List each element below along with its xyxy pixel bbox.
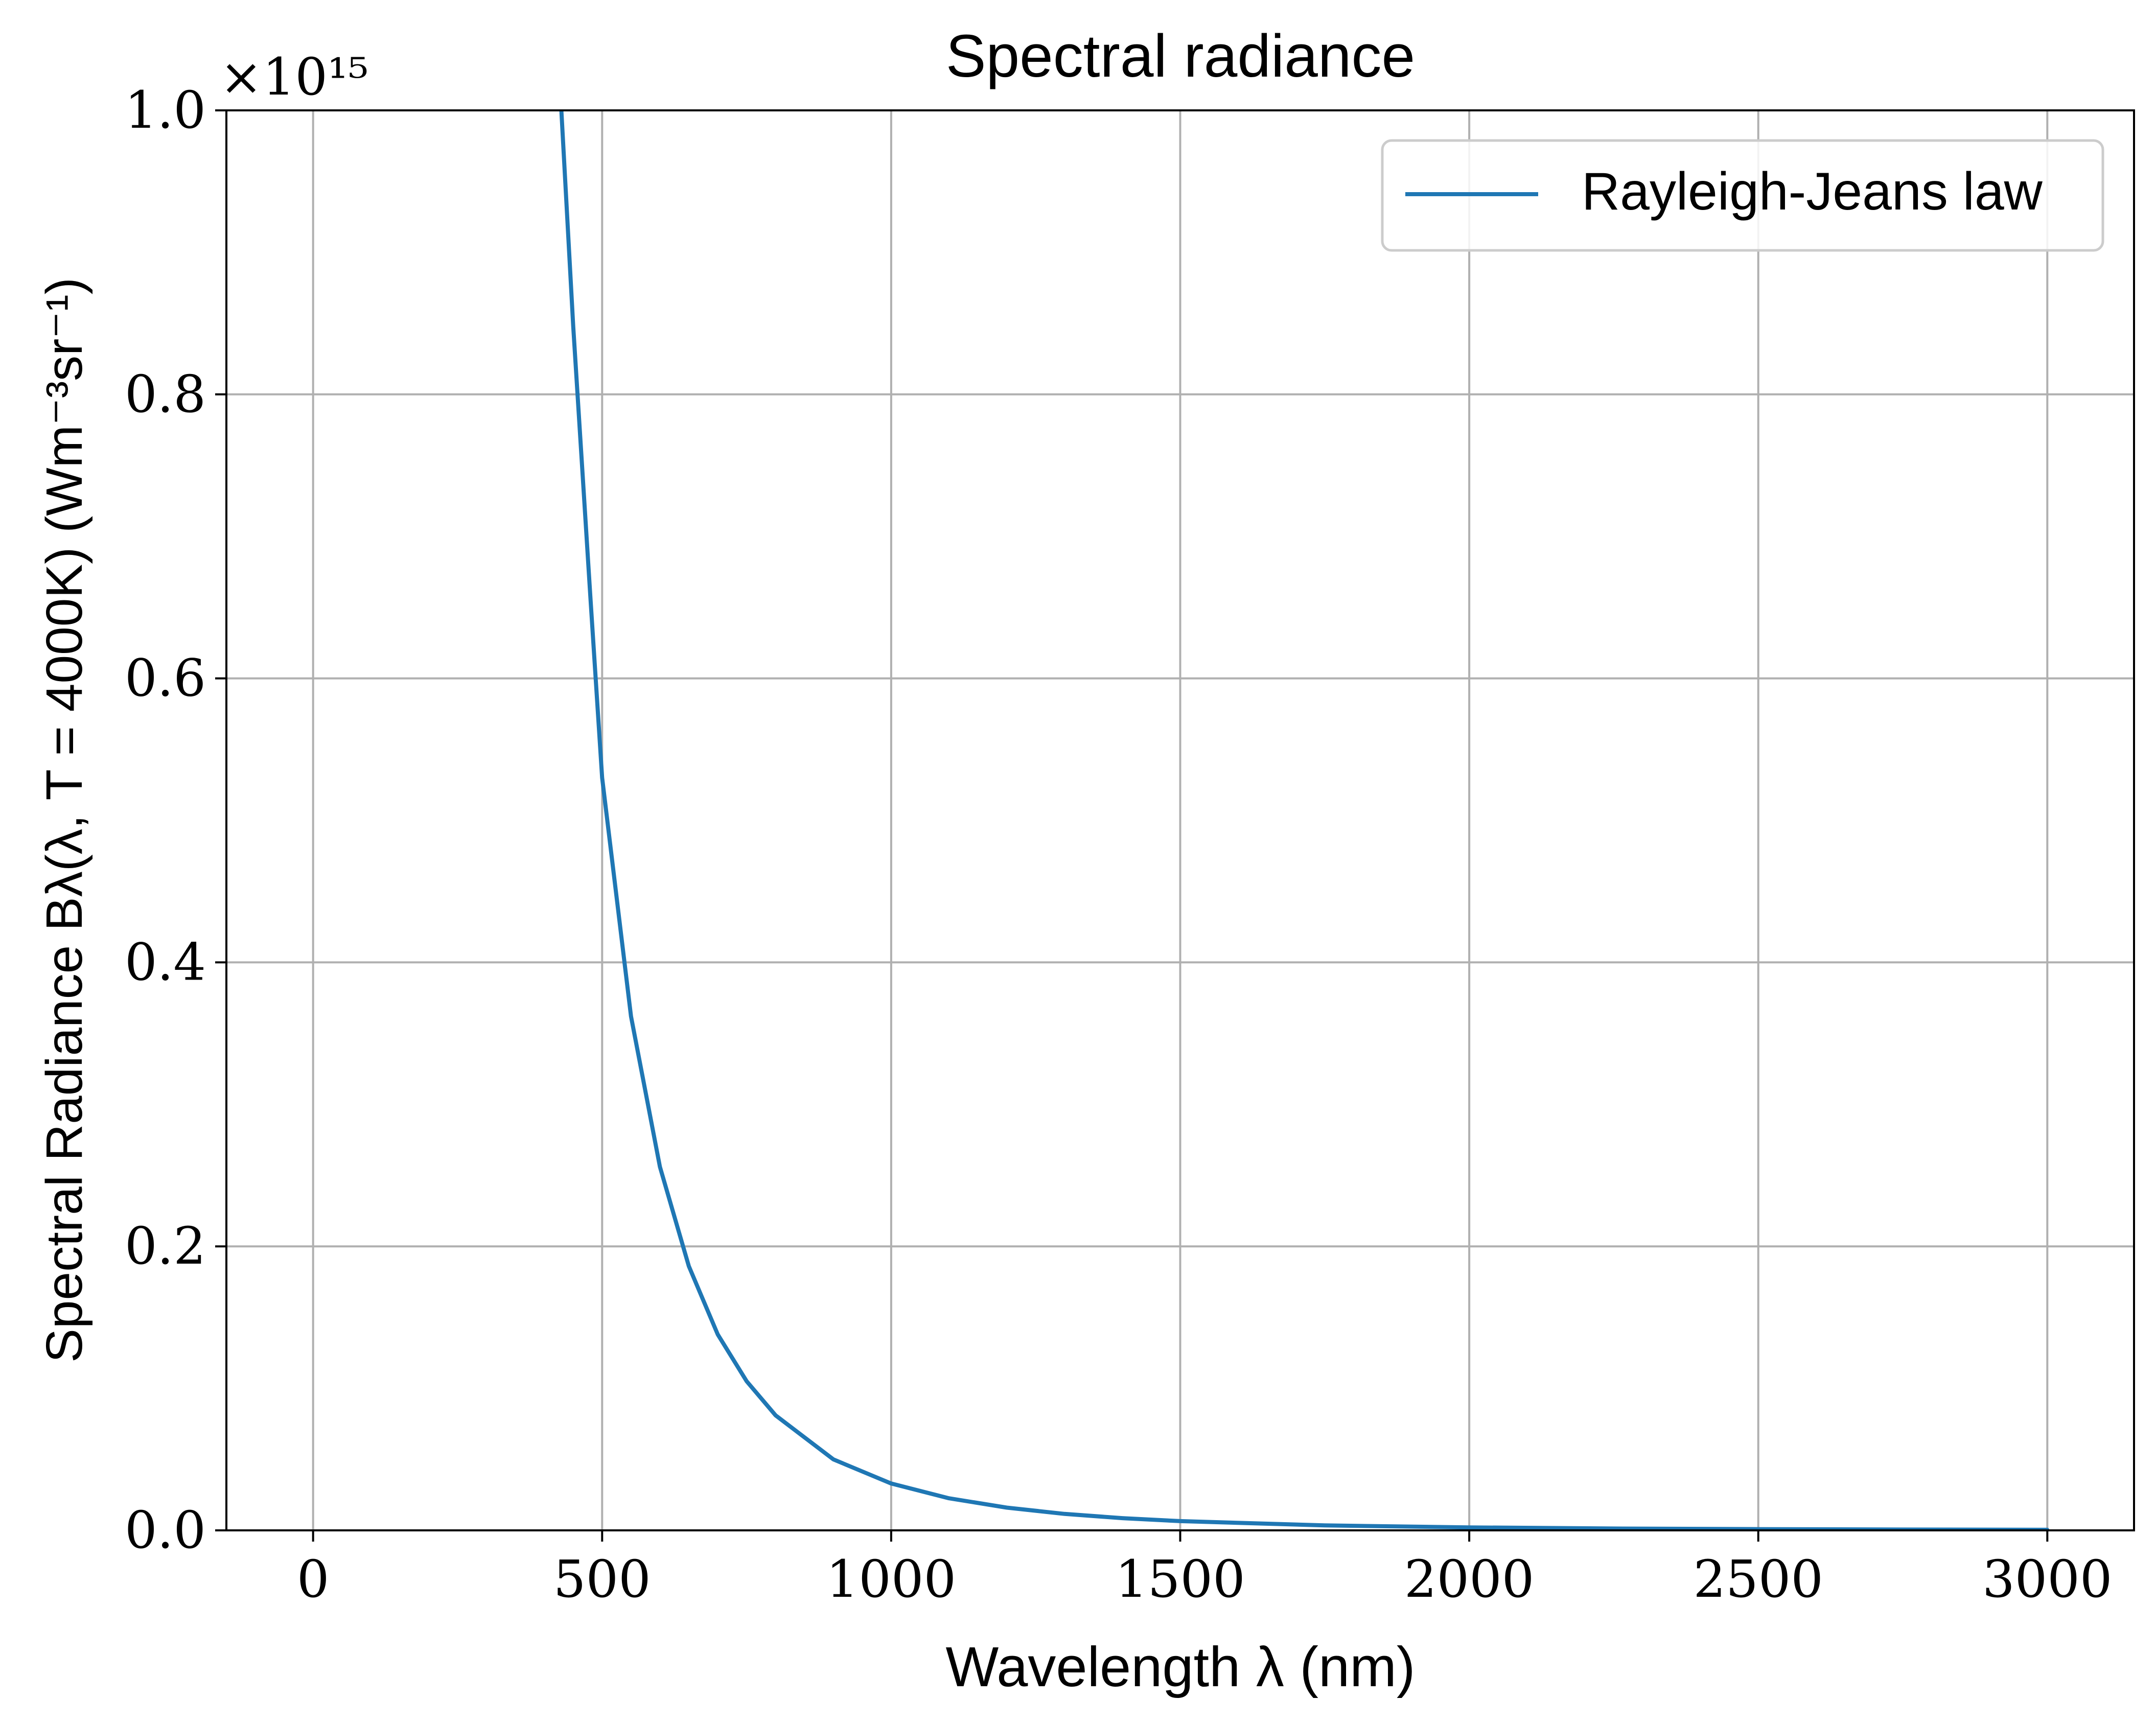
axis-ticks: 0 500 1000 1500 2000 2500 3000 0.0 0.2 0.4 0.6 0.8 1…	[125, 80, 2113, 1609]
x-tick-label: 3000	[1982, 1549, 2113, 1609]
y-tick-label: 0.8	[125, 364, 206, 424]
x-tick-label: 2500	[1693, 1549, 1823, 1609]
legend-box	[1381, 139, 2104, 252]
y-axis-label: Spectral Radiance Bλ(λ, T = 4000K) (Wm⁻³…	[36, 277, 93, 1363]
legend-entry-label: Rayleigh-Jeans law	[1582, 162, 2043, 221]
x-tick-label: 0	[297, 1549, 330, 1609]
legend: Rayleigh-Jeans law	[1381, 139, 2104, 252]
series-layer	[559, 110, 2050, 1530]
x-tick-label: 1500	[1115, 1549, 1245, 1609]
x-tick-label: 2000	[1404, 1549, 1535, 1609]
y-tick-label: 0.0	[125, 1500, 206, 1560]
y-tick-label: 0.4	[125, 932, 206, 992]
y-axis-offset-label: ×10¹⁵	[220, 47, 368, 107]
x-axis-label: Wavelength λ (nm)	[946, 1636, 1416, 1698]
x-tick-label: 1000	[826, 1549, 957, 1609]
x-tick-label: 500	[553, 1549, 651, 1609]
chart-title: Spectral radiance	[946, 22, 1415, 90]
series-line-rayleigh-jeans	[559, 110, 2050, 1530]
y-tick-label: 0.6	[125, 648, 206, 708]
y-tick-label: 0.2	[125, 1216, 206, 1276]
y-tick-label: 1.0	[125, 80, 206, 140]
